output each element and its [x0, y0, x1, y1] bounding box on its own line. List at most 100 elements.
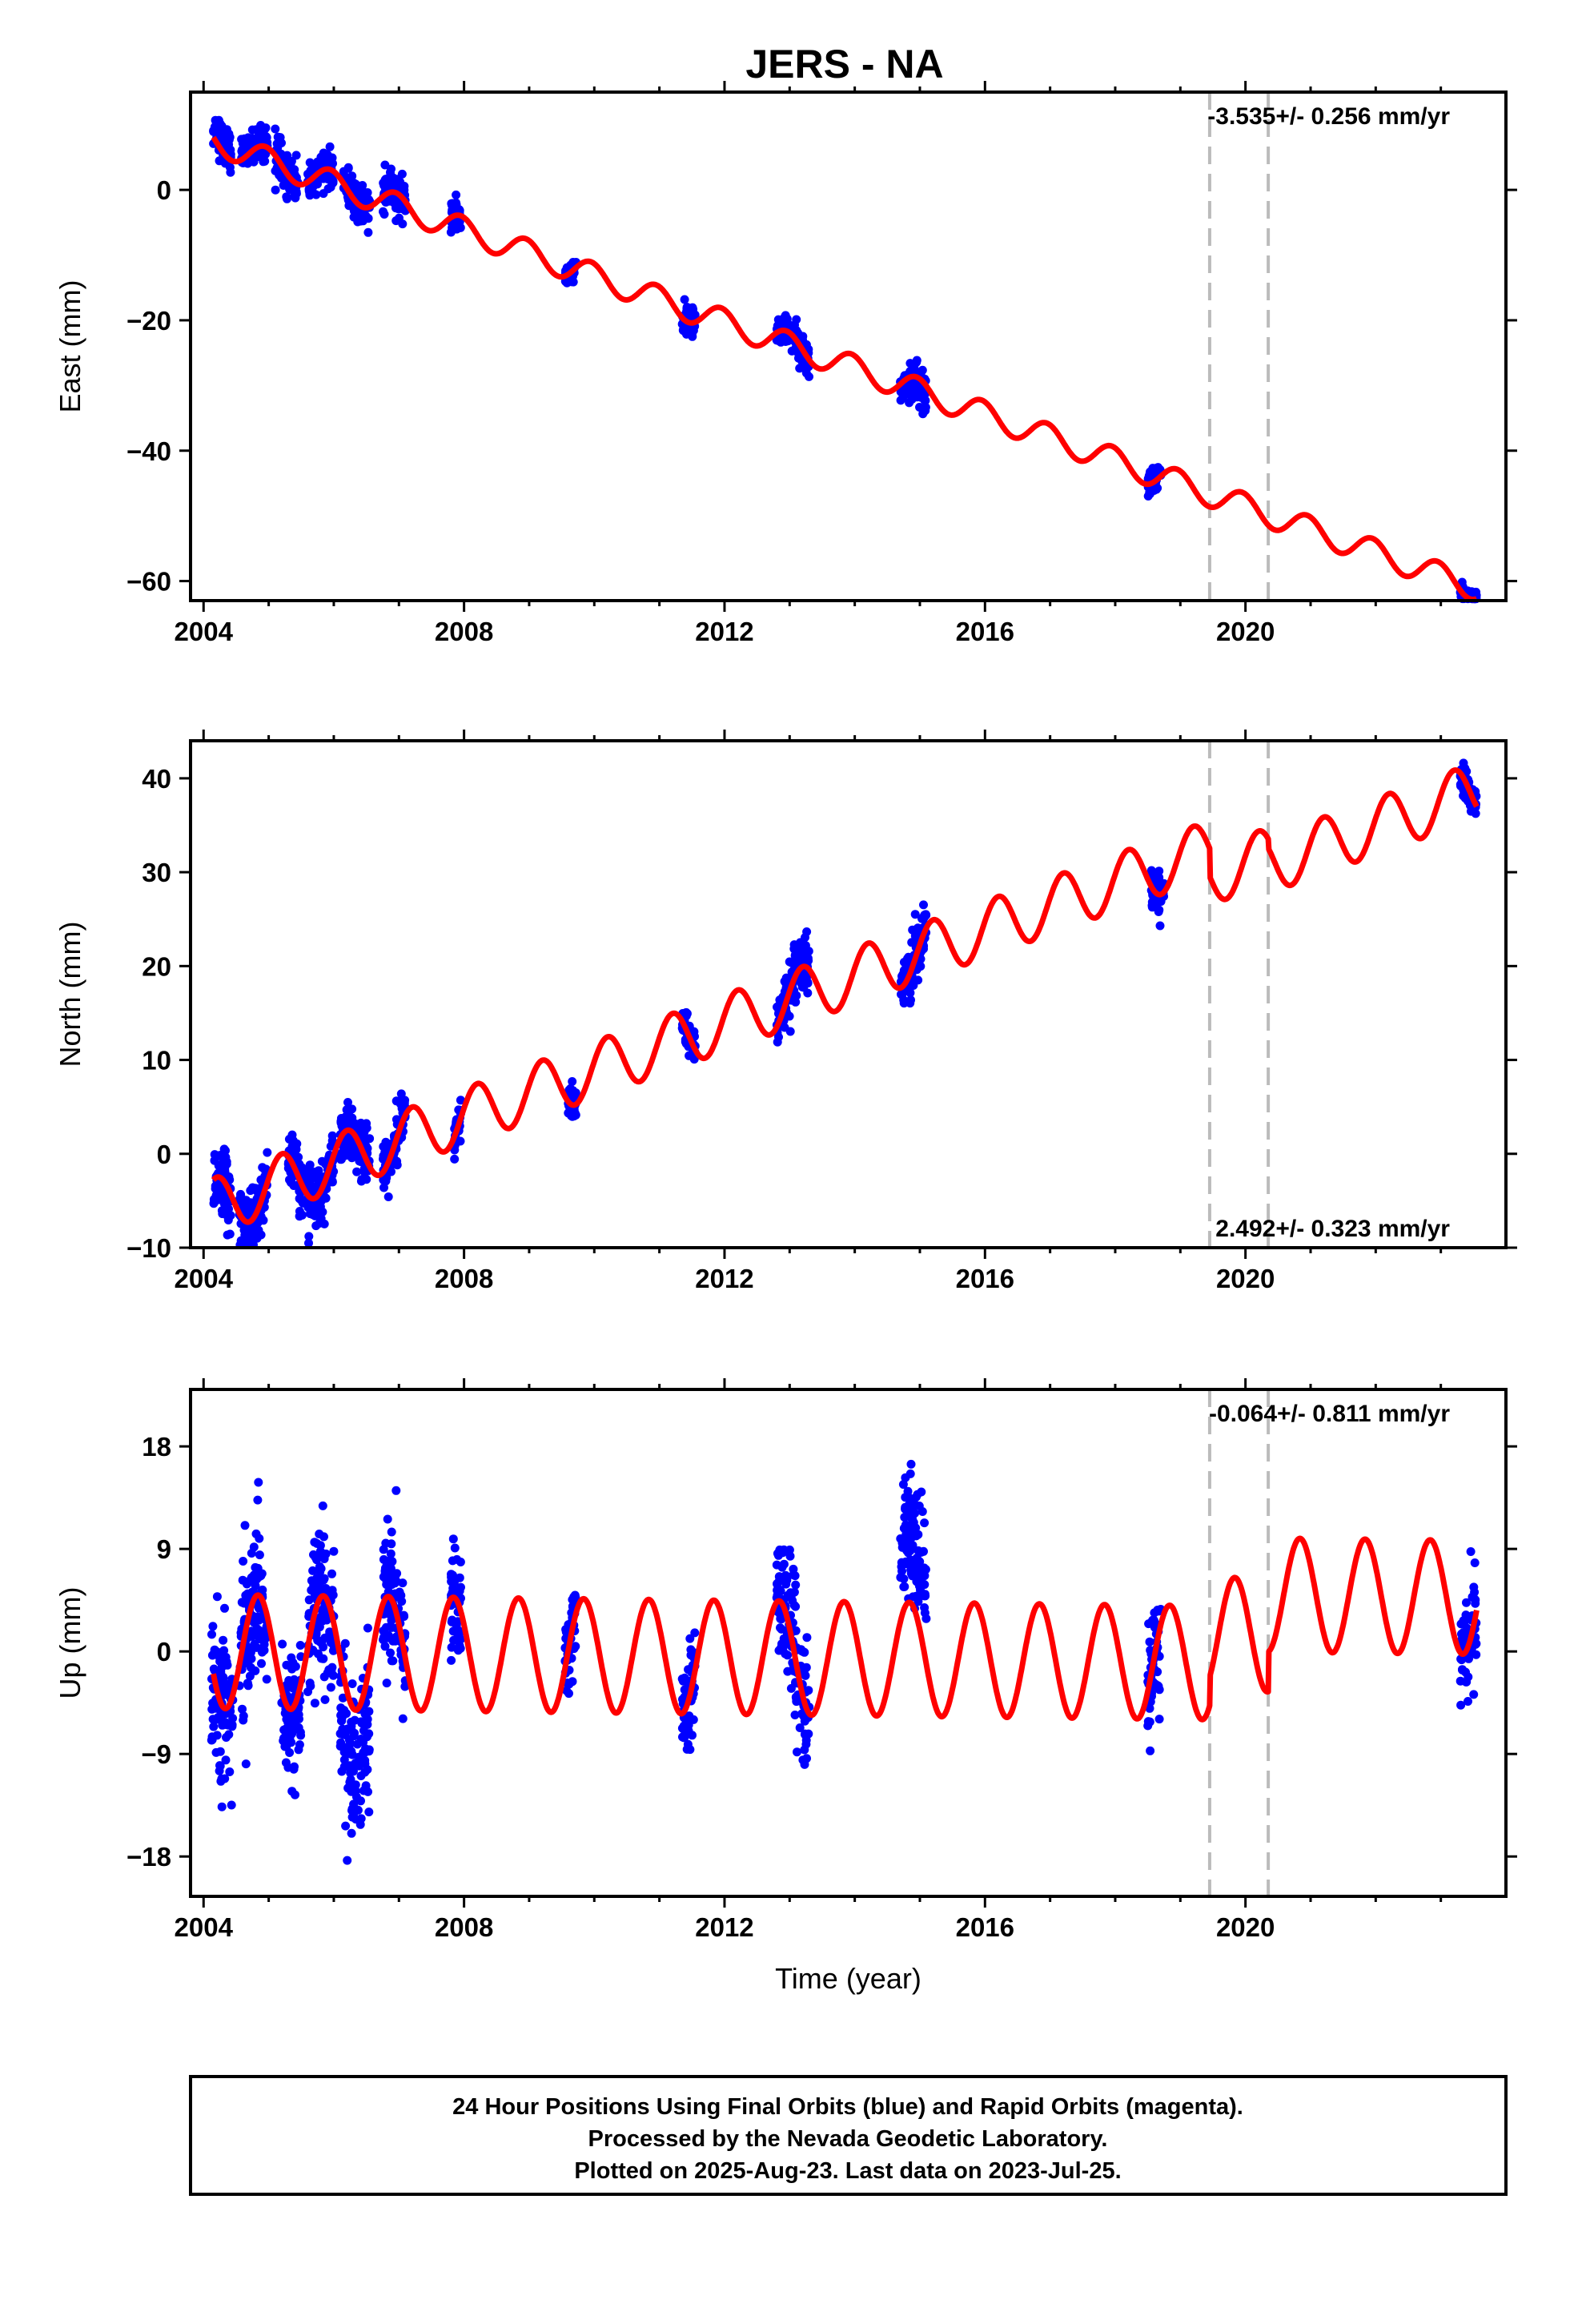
observation-point: [363, 1623, 372, 1633]
observation-point: [351, 1759, 360, 1768]
observation-point: [255, 1550, 264, 1560]
observation-point: [327, 1586, 337, 1595]
observation-point: [262, 1675, 271, 1684]
observation-point: [447, 1655, 456, 1665]
observation-point: [782, 1575, 792, 1585]
observation-point: [781, 320, 789, 329]
observation-point: [215, 119, 225, 128]
observation-point: [802, 1633, 812, 1642]
observation-point: [339, 167, 348, 176]
observation-point: [318, 1616, 327, 1626]
observation-point: [456, 1558, 465, 1566]
caption-line-3: Plotted on 2025-Aug-23. Last data on 202…: [574, 2158, 1121, 2184]
observation-point: [346, 1768, 355, 1778]
observation-point: [915, 403, 924, 412]
observation-point: [220, 1603, 229, 1613]
observation-point: [245, 1671, 255, 1681]
observation-point: [254, 1478, 263, 1487]
observation-point: [227, 1800, 236, 1810]
observation-point: [1156, 897, 1166, 907]
observation-points: [209, 758, 1481, 1249]
observation-point: [794, 353, 803, 363]
observation-point: [328, 178, 338, 187]
observation-point: [356, 1157, 366, 1167]
observation-point: [351, 1780, 360, 1790]
observation-point: [217, 1206, 227, 1216]
observation-point: [391, 1486, 401, 1495]
observation-point: [684, 324, 693, 334]
observation-point: [253, 1495, 263, 1505]
observation-point: [291, 189, 301, 199]
observation-point: [905, 398, 914, 408]
observation-point: [908, 365, 917, 375]
observation-point: [680, 1673, 689, 1683]
observation-point: [327, 1136, 337, 1145]
observation-point: [1469, 1690, 1479, 1699]
observation-point: [341, 1821, 351, 1831]
observation-point: [1461, 1667, 1470, 1677]
observation-point: [316, 1564, 326, 1574]
observation-point: [1154, 1715, 1164, 1724]
observation-point: [219, 1635, 228, 1645]
observation-point: [383, 1192, 393, 1201]
observation-point: [898, 1536, 908, 1546]
observation-point: [921, 1614, 931, 1623]
observation-point: [319, 189, 328, 199]
observation-point: [783, 1651, 793, 1660]
observation-point: [568, 1077, 577, 1086]
observation-point: [776, 1614, 785, 1623]
observation-point: [295, 1740, 304, 1750]
observation-point: [397, 169, 407, 179]
panels-layer: 2004 2008 2012 2016 2020 0 −20 −40 −60 East (mm) -…: [54, 81, 1517, 1995]
observation-point: [325, 142, 335, 151]
observation-point: [456, 1096, 465, 1105]
main-title: JERS - NA: [745, 42, 943, 86]
observation-point: [801, 368, 811, 378]
observation-point: [450, 1154, 460, 1164]
observation-point: [452, 190, 461, 199]
observation-point: [779, 1639, 789, 1649]
x-axis-title: Time (year): [775, 1962, 921, 1995]
observation-point: [912, 1553, 921, 1562]
observation-point: [906, 1459, 916, 1469]
observation-point: [295, 1727, 305, 1737]
observation-point: [343, 1133, 353, 1143]
observation-point: [903, 1486, 913, 1496]
observation-point: [304, 1232, 314, 1241]
observation-point: [398, 1578, 408, 1588]
observation-point: [209, 1664, 219, 1674]
observation-point: [907, 1566, 917, 1575]
observation-point: [918, 393, 928, 403]
y-tick-label: −40: [126, 436, 171, 466]
observation-point: [316, 1654, 326, 1663]
observation-point: [396, 202, 406, 211]
observation-point: [363, 1765, 372, 1775]
observation-point: [287, 1787, 297, 1796]
observation-point: [320, 1192, 330, 1202]
observation-point: [689, 1055, 699, 1064]
observation-point: [356, 1771, 366, 1780]
observation-point: [398, 181, 408, 191]
observation-point: [387, 1656, 396, 1666]
y-axis-title: East (mm): [54, 280, 86, 413]
observation-point: [271, 185, 280, 195]
observation-point: [355, 1819, 365, 1829]
observation-point: [337, 1121, 347, 1131]
observation-point: [363, 1730, 372, 1739]
observation-point: [282, 1660, 291, 1670]
observation-point: [383, 1514, 392, 1524]
observation-point: [1464, 1697, 1472, 1706]
observation-point: [315, 1202, 325, 1212]
observation-point: [318, 1501, 327, 1510]
observation-point: [311, 1552, 320, 1562]
observation-point: [910, 931, 920, 941]
observation-point: [363, 214, 373, 223]
observation-point: [564, 1689, 573, 1699]
observation-point: [1469, 1582, 1479, 1592]
observation-point: [398, 1714, 408, 1723]
observation-point: [212, 1592, 222, 1602]
observation-point: [1146, 866, 1156, 875]
observation-point: [328, 1671, 338, 1680]
observation-point: [311, 1221, 321, 1231]
observation-point: [390, 1578, 400, 1588]
